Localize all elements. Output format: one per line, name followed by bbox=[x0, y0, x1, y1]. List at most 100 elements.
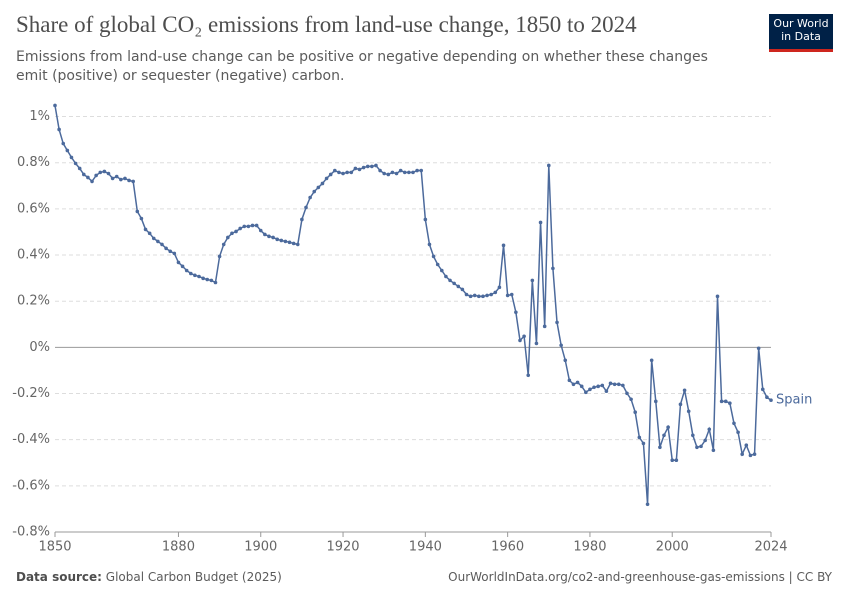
data-point bbox=[304, 205, 308, 210]
data-point bbox=[176, 260, 181, 265]
data-point bbox=[275, 237, 280, 242]
data-point bbox=[489, 292, 493, 297]
data-point bbox=[271, 235, 275, 240]
data-point bbox=[180, 264, 185, 269]
y-tick-label: 0.6% bbox=[17, 201, 50, 216]
data-point bbox=[423, 217, 428, 222]
y-tick-label: -0.6% bbox=[12, 478, 50, 493]
data-point bbox=[505, 293, 510, 298]
data-point bbox=[592, 385, 596, 390]
data-point bbox=[555, 320, 559, 325]
data-point bbox=[86, 175, 90, 180]
data-point bbox=[398, 168, 403, 173]
data-point bbox=[402, 170, 407, 175]
data-point bbox=[156, 239, 160, 244]
data-point bbox=[172, 251, 177, 256]
data-point bbox=[621, 383, 625, 388]
data-point bbox=[94, 173, 98, 178]
data-point bbox=[460, 287, 465, 292]
data-point bbox=[291, 241, 296, 246]
data-point bbox=[686, 409, 691, 414]
data-point bbox=[641, 441, 646, 446]
data-point bbox=[493, 290, 498, 295]
data-point bbox=[197, 274, 201, 279]
data-point bbox=[707, 427, 712, 432]
source: Global Carbon Budget (2025) bbox=[105, 570, 282, 584]
y-tick-label: 0.4% bbox=[17, 248, 50, 263]
data-point bbox=[394, 171, 399, 176]
data-point bbox=[464, 292, 469, 297]
data-point bbox=[472, 293, 477, 298]
data-point bbox=[365, 164, 370, 169]
data-point bbox=[637, 435, 642, 440]
data-point bbox=[341, 171, 345, 176]
data-point bbox=[522, 334, 526, 339]
data-point bbox=[551, 266, 555, 271]
data-point bbox=[308, 195, 312, 200]
data-point bbox=[337, 170, 341, 175]
data-point bbox=[662, 433, 666, 438]
data-point bbox=[695, 445, 699, 450]
data-point bbox=[538, 220, 543, 225]
y-tick-label: 1% bbox=[29, 109, 50, 124]
y-tick-label: 0.2% bbox=[17, 294, 50, 309]
data-point bbox=[740, 452, 744, 457]
data-point bbox=[73, 161, 78, 166]
data-point bbox=[444, 274, 448, 279]
data-point bbox=[596, 384, 600, 389]
data-point bbox=[509, 292, 514, 297]
chart-subtitle: Emissions from land-use change can be po… bbox=[16, 49, 708, 84]
data-point bbox=[345, 170, 349, 175]
data-point bbox=[518, 338, 522, 343]
data-point bbox=[119, 177, 123, 182]
data-point bbox=[633, 410, 638, 415]
data-point bbox=[324, 176, 329, 181]
data-point bbox=[563, 358, 568, 363]
data-point bbox=[477, 294, 481, 299]
data-point bbox=[719, 399, 724, 404]
data-point bbox=[645, 502, 650, 507]
data-point bbox=[320, 181, 325, 186]
data-point bbox=[728, 401, 732, 406]
data-point bbox=[374, 163, 378, 168]
data-point bbox=[378, 168, 382, 173]
data-point bbox=[514, 310, 518, 315]
data-point bbox=[608, 381, 613, 386]
data-point bbox=[452, 281, 456, 286]
data-point bbox=[242, 224, 247, 229]
data-point bbox=[415, 168, 419, 173]
data-point bbox=[370, 164, 374, 169]
data-point bbox=[732, 421, 736, 426]
data-point bbox=[678, 402, 683, 407]
data-point bbox=[61, 141, 66, 146]
data-point bbox=[674, 458, 679, 463]
y-tick-label: 0.8% bbox=[17, 155, 50, 170]
data-point bbox=[213, 280, 218, 285]
data-point bbox=[90, 179, 94, 184]
data-point bbox=[699, 444, 703, 449]
data-point bbox=[419, 168, 424, 173]
data-point bbox=[567, 378, 572, 383]
x-tick-label: 1980 bbox=[573, 540, 606, 555]
data-point bbox=[127, 178, 131, 183]
data-point bbox=[481, 294, 485, 299]
source-url[interactable]: OurWorldInData.org/co2-and-greenhouse-ga… bbox=[448, 570, 832, 584]
data-point bbox=[748, 453, 753, 458]
footer: Data source: Global Carbon Budget (2025)… bbox=[16, 570, 832, 584]
data-point bbox=[629, 397, 633, 402]
data-point bbox=[715, 294, 720, 299]
data-point bbox=[217, 254, 222, 259]
data-point bbox=[485, 293, 489, 298]
logo[interactable]: Our World in Data bbox=[769, 14, 833, 52]
data-point bbox=[98, 170, 103, 175]
data-point bbox=[201, 276, 205, 281]
data-point bbox=[226, 235, 230, 240]
data-point bbox=[575, 380, 580, 385]
data-point bbox=[164, 246, 168, 251]
data-point bbox=[584, 390, 588, 395]
data-point bbox=[147, 231, 152, 236]
data-point bbox=[131, 179, 135, 184]
data-point bbox=[579, 384, 584, 389]
data-point bbox=[744, 443, 749, 448]
data-point bbox=[769, 398, 773, 403]
